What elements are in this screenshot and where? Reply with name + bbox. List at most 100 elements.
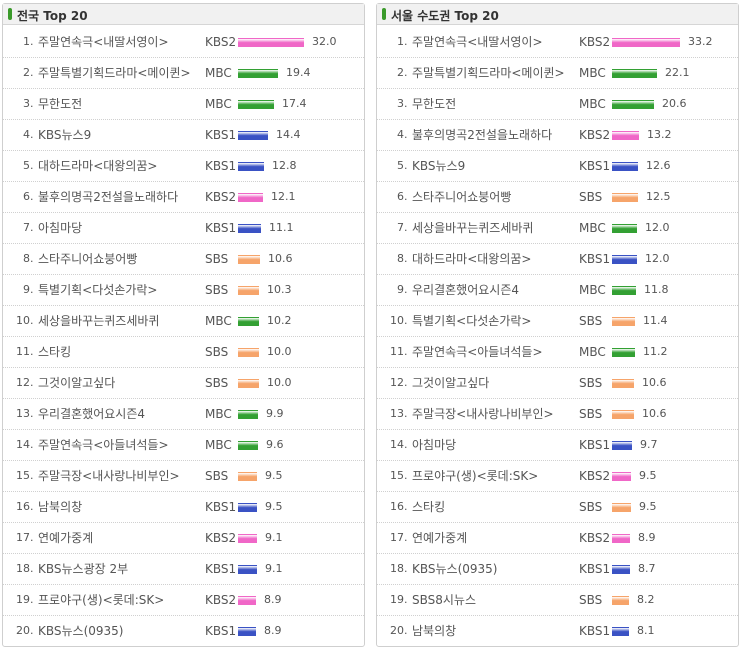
channel-name: KBS2 bbox=[205, 523, 236, 553]
rank-dot: . bbox=[30, 89, 34, 119]
nationwide-panel: 전국 Top 20 1. 주말연속극<내딸서영이> KBS2 32.0 2. 주말특별기획… bbox=[2, 3, 365, 647]
rating-bar bbox=[612, 286, 636, 295]
rating-bar bbox=[612, 627, 629, 636]
rank-number: 17 bbox=[387, 523, 404, 553]
table-row: 7. 세상을바꾸는퀴즈세바퀴 MBC 12.0 bbox=[377, 213, 738, 244]
table-row: 1. 주말연속극<내딸서영이> KBS2 33.2 bbox=[377, 27, 738, 58]
rating-bar bbox=[612, 410, 634, 419]
table-row: 17. 연예가중계 KBS2 8.9 bbox=[377, 523, 738, 554]
channel-name: KBS2 bbox=[579, 27, 610, 57]
program-title: 연예가중계 bbox=[412, 523, 580, 553]
rating-bar bbox=[238, 255, 260, 264]
rating-bar bbox=[612, 534, 630, 543]
table-row: 19. SBS8시뉴스 SBS 8.2 bbox=[377, 585, 738, 616]
channel-name: KBS2 bbox=[205, 182, 236, 212]
table-row: 18. KBS뉴스(0935) KBS1 8.7 bbox=[377, 554, 738, 585]
rank-dot: . bbox=[404, 89, 408, 119]
program-title: 세상을바꾸는퀴즈세바퀴 bbox=[38, 306, 206, 336]
rank-number: 2 bbox=[387, 58, 404, 88]
channel-name: KBS1 bbox=[579, 554, 610, 584]
rating-bar bbox=[612, 131, 639, 140]
rating-value: 10.2 bbox=[267, 306, 292, 336]
panel-header: 서울 수도권 Top 20 bbox=[377, 4, 738, 25]
rank-number: 18 bbox=[387, 554, 404, 584]
table-row: 4. KBS뉴스9 KBS1 14.4 bbox=[3, 120, 364, 151]
rating-value: 22.1 bbox=[665, 58, 690, 88]
channel-name: SBS bbox=[579, 306, 602, 336]
rank-number: 7 bbox=[13, 213, 30, 243]
rating-bar bbox=[238, 348, 259, 357]
program-title: KBS뉴스9 bbox=[38, 120, 206, 150]
panel-title: 서울 수도권 Top 20 bbox=[391, 7, 499, 24]
channel-name: SBS bbox=[579, 492, 602, 522]
rank-number: 15 bbox=[13, 461, 30, 491]
table-row: 10. 세상을바꾸는퀴즈세바퀴 MBC 10.2 bbox=[3, 306, 364, 337]
program-title: 세상을바꾸는퀴즈세바퀴 bbox=[412, 213, 580, 243]
rating-value: 9.5 bbox=[639, 492, 657, 522]
channel-name: KBS1 bbox=[205, 213, 236, 243]
program-title: KBS뉴스(0935) bbox=[38, 616, 206, 646]
rank-number: 1 bbox=[387, 27, 404, 57]
rating-bar bbox=[238, 472, 257, 481]
rating-bar bbox=[238, 224, 261, 233]
rank-dot: . bbox=[404, 151, 408, 181]
rating-value: 8.9 bbox=[638, 523, 656, 553]
rating-bar bbox=[238, 69, 278, 78]
rank-number: 7 bbox=[387, 213, 404, 243]
rank-dot: . bbox=[30, 399, 34, 429]
rank-number: 17 bbox=[13, 523, 30, 553]
header-marker bbox=[8, 8, 12, 20]
rating-bar bbox=[238, 317, 259, 326]
rating-value: 12.8 bbox=[272, 151, 297, 181]
rank-dot: . bbox=[30, 58, 34, 88]
rank-number: 6 bbox=[387, 182, 404, 212]
table-row: 7. 아침마당 KBS1 11.1 bbox=[3, 213, 364, 244]
rating-bar bbox=[612, 38, 680, 47]
channel-name: SBS bbox=[579, 182, 602, 212]
rating-value: 12.5 bbox=[646, 182, 671, 212]
rating-value: 8.1 bbox=[637, 616, 655, 646]
channel-name: KBS1 bbox=[205, 492, 236, 522]
rating-value: 11.1 bbox=[269, 213, 294, 243]
rating-bar bbox=[612, 162, 638, 171]
program-title: 대하드라마<대왕의꿈> bbox=[412, 244, 580, 274]
program-title: 주말극장<내사랑나비부인> bbox=[412, 399, 580, 429]
program-title: 남북의창 bbox=[412, 616, 580, 646]
channel-name: MBC bbox=[579, 275, 606, 305]
rating-bar bbox=[612, 193, 638, 202]
program-title: 주말극장<내사랑나비부인> bbox=[38, 461, 206, 491]
rating-bar bbox=[612, 565, 630, 574]
rank-number: 12 bbox=[387, 368, 404, 398]
rank-dot: . bbox=[404, 399, 408, 429]
program-title: 주말연속극<내딸서영이> bbox=[412, 27, 580, 57]
rank-dot: . bbox=[30, 461, 34, 491]
rank-number: 19 bbox=[387, 585, 404, 615]
program-title: SBS8시뉴스 bbox=[412, 585, 580, 615]
rank-dot: . bbox=[404, 368, 408, 398]
table-row: 13. 주말극장<내사랑나비부인> SBS 10.6 bbox=[377, 399, 738, 430]
rank-number: 9 bbox=[387, 275, 404, 305]
rank-number: 16 bbox=[387, 492, 404, 522]
rating-bar bbox=[238, 100, 274, 109]
rating-bar bbox=[238, 596, 256, 605]
program-title: 무한도전 bbox=[38, 89, 206, 119]
table-row: 9. 우리결혼했어요시즌4 MBC 11.8 bbox=[377, 275, 738, 306]
rank-dot: . bbox=[30, 554, 34, 584]
channel-name: MBC bbox=[205, 58, 232, 88]
table-row: 15. 프로야구(생)<롯데:SK> KBS2 9.5 bbox=[377, 461, 738, 492]
table-row: 2. 주말특별기획드라마<메이퀸> MBC 19.4 bbox=[3, 58, 364, 89]
rating-bar bbox=[612, 379, 634, 388]
channel-name: MBC bbox=[205, 399, 232, 429]
rating-bar bbox=[238, 503, 257, 512]
rank-number: 19 bbox=[13, 585, 30, 615]
rating-bar bbox=[238, 410, 258, 419]
rating-value: 12.0 bbox=[645, 244, 670, 274]
channel-name: SBS bbox=[205, 368, 228, 398]
channel-name: KBS1 bbox=[579, 430, 610, 460]
rating-bar bbox=[612, 100, 654, 109]
rank-dot: . bbox=[30, 616, 34, 646]
rank-number: 4 bbox=[387, 120, 404, 150]
program-title: 특별기획<다섯손가락> bbox=[38, 275, 206, 305]
table-row: 20. 남북의창 KBS1 8.1 bbox=[377, 616, 738, 647]
rank-dot: . bbox=[404, 585, 408, 615]
